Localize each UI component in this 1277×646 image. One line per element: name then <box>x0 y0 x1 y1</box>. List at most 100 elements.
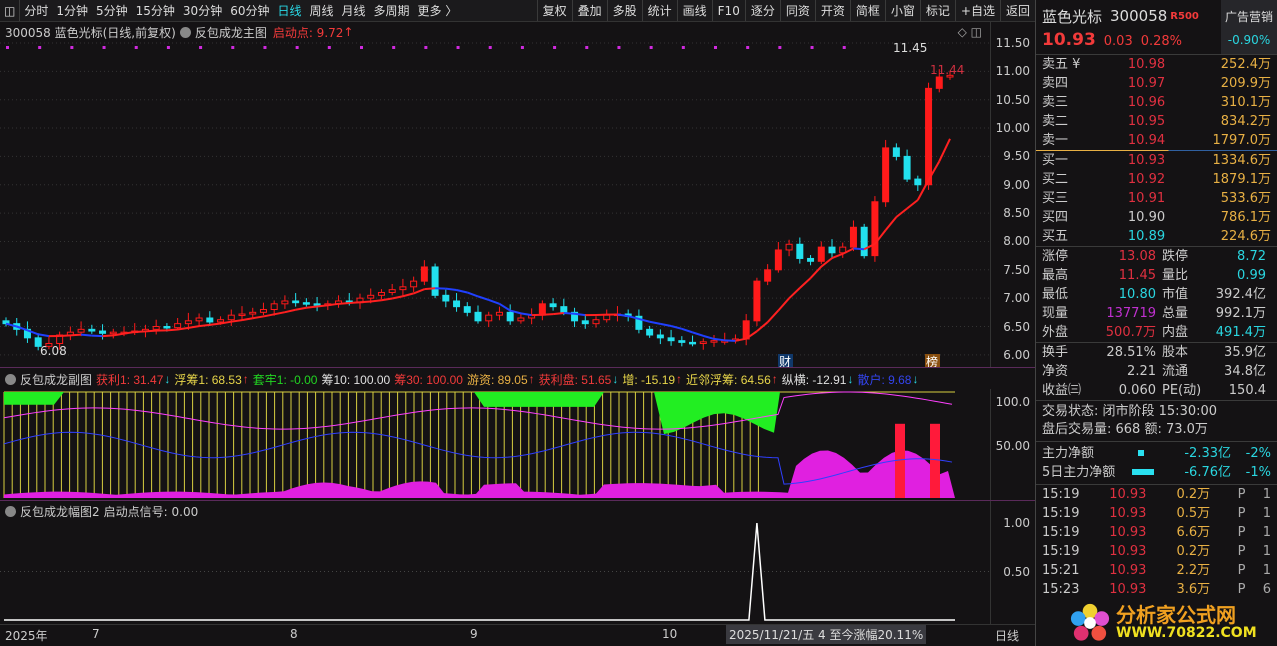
toolbar-button-3[interactable]: 统计 <box>641 0 677 21</box>
signal-dot <box>649 46 653 49</box>
level-label: 卖二 <box>1042 114 1069 129</box>
ma-line-segment <box>509 309 522 315</box>
candle <box>410 276 418 292</box>
stat-value: 992.1万 <box>1215 306 1266 321</box>
signal-dot <box>392 46 396 49</box>
candle <box>474 305 482 324</box>
price-tick: 11.50 <box>995 36 1030 50</box>
toolbar-button-2[interactable]: 多股 <box>606 0 642 21</box>
toolbar-button-12[interactable]: +自选 <box>954 0 1000 21</box>
toolbar-button-8[interactable]: 开资 <box>814 0 850 21</box>
ma-line-segment <box>831 252 844 260</box>
candle <box>238 306 246 321</box>
candle <box>656 329 664 345</box>
level-volume: 224.6万 <box>1220 229 1271 244</box>
price-tick: 10.00 <box>995 121 1030 136</box>
sub-chart-1-title[interactable]: 反包成龙副图 <box>20 372 93 387</box>
ma-line-segment <box>681 327 693 334</box>
signal-dot <box>231 46 235 49</box>
indicator-menu-icon[interactable] <box>5 505 16 517</box>
signal-line <box>4 522 955 621</box>
toolbar-button-13[interactable]: 返回 <box>999 0 1035 21</box>
toolbar-button-6[interactable]: 逐分 <box>744 0 780 21</box>
stat-row: 涨停 13.08 跌停 8.72 <box>1036 247 1277 266</box>
toolbar-button-10[interactable]: 小窗 <box>884 0 920 21</box>
signal-dot <box>617 46 621 49</box>
green-area <box>4 392 780 435</box>
period-tab-7[interactable]: 周线 <box>309 3 334 18</box>
panel-toggle-icon[interactable]: ◫ <box>4 3 16 18</box>
candle <box>935 69 943 93</box>
toolbar-button-1[interactable]: 叠加 <box>571 0 607 21</box>
toolbar-button-4[interactable]: 画线 <box>676 0 712 21</box>
period-tab-8[interactable]: 月线 <box>341 3 366 18</box>
trade-row: 15:19 10.93 0.2万 P 1 <box>1036 542 1277 561</box>
stat-row: 换手 28.51% 股本 35.9亿 <box>1036 343 1277 362</box>
stock-title: 300058 蓝色光标(日线,前复权) <box>5 25 176 40</box>
candle <box>581 314 589 329</box>
flow-bar <box>1132 469 1154 475</box>
diamond-icon[interactable]: ◇ ◫ <box>957 25 982 39</box>
period-label[interactable]: 日线 <box>995 629 1020 643</box>
indicator-menu-icon[interactable] <box>5 373 16 385</box>
asks-row: 卖五 ¥ 10.98 252.4万 <box>1036 55 1277 74</box>
toolbar-button-5[interactable]: F10 <box>711 0 745 21</box>
candle <box>227 309 235 326</box>
candle <box>721 332 729 345</box>
period-tab-9[interactable]: 多周期 <box>373 3 410 18</box>
ma-line-segment <box>520 312 532 317</box>
price-tick: 8.00 <box>1003 234 1030 249</box>
sub-chart-2-title[interactable]: 反包成龙幅图2 <box>20 504 100 519</box>
stat-label: 总量 <box>1162 306 1189 321</box>
candle <box>796 237 804 264</box>
toolbar-button-0[interactable]: 复权 <box>536 0 572 21</box>
level-volume: 834.2万 <box>1220 114 1271 129</box>
trade-time: 15:19 <box>1042 525 1080 540</box>
ma-line-segment <box>488 298 500 305</box>
candle <box>946 70 954 80</box>
period-tab-0[interactable]: 分时 <box>24 3 49 18</box>
trade-time: 15:19 <box>1042 506 1080 521</box>
toolbar-button-7[interactable]: 同资 <box>779 0 815 21</box>
candle <box>635 309 643 334</box>
period-tab-5[interactable]: 60分钟 <box>230 3 270 18</box>
period-tab-6[interactable]: 日线 <box>277 3 302 18</box>
period-tab-10[interactable]: 更多 〉 <box>417 3 458 18</box>
tick-trades: 15:19 10.93 0.2万 P 1 15:19 10.93 0.5万 P 1 15:19 10.… <box>1036 485 1277 599</box>
toolbar-button-9[interactable]: 简框 <box>849 0 885 21</box>
price-tick: 11.00 <box>995 64 1030 79</box>
index-badge: R500 <box>1170 10 1199 22</box>
period-tab-4[interactable]: 30分钟 <box>182 3 223 18</box>
ma-line-segment <box>938 138 951 162</box>
stat-label: 跌停 <box>1162 249 1189 264</box>
period-tab-2[interactable]: 5分钟 <box>96 3 128 18</box>
trade-volume: 0.2万 <box>1176 487 1211 502</box>
bids-row: 买四 10.90 786.1万 <box>1036 208 1277 227</box>
ma-line-segment <box>916 179 930 201</box>
indicator-menu-icon[interactable] <box>179 26 191 38</box>
period-tab-1[interactable]: 1分钟 <box>56 3 88 18</box>
sector-box[interactable]: 广告营销 -0.90% <box>1221 0 1277 54</box>
stat-value: 8.72 <box>1237 249 1266 264</box>
bids-row: 买一 10.93 1334.6万 <box>1036 151 1277 170</box>
sub-chart-1[interactable] <box>0 390 990 500</box>
legend-item: 套牢1: -0.00 <box>252 372 318 387</box>
indicator-name[interactable]: 反包成龙主图 <box>194 25 267 40</box>
signal-dot <box>134 46 138 49</box>
level-label: 买一 <box>1042 153 1069 168</box>
sub-chart-2[interactable] <box>0 501 990 624</box>
ma-line-segment <box>16 325 28 332</box>
flow-pct: -1% <box>1245 465 1271 480</box>
trade-flag: P <box>1237 582 1246 597</box>
stat-value: 0.99 <box>1237 268 1266 283</box>
candle <box>571 307 579 328</box>
stat-value: 11.45 <box>1118 268 1156 283</box>
ma-line-segment <box>220 320 232 325</box>
toolbar-button-11[interactable]: 标记 <box>919 0 955 21</box>
period-tab-3[interactable]: 15分钟 <box>135 3 175 18</box>
stat-label: 内盘 <box>1162 325 1189 340</box>
ma-line-segment <box>445 287 457 291</box>
price-tick: 7.50 <box>1003 262 1030 277</box>
ma-line-segment <box>338 301 350 305</box>
